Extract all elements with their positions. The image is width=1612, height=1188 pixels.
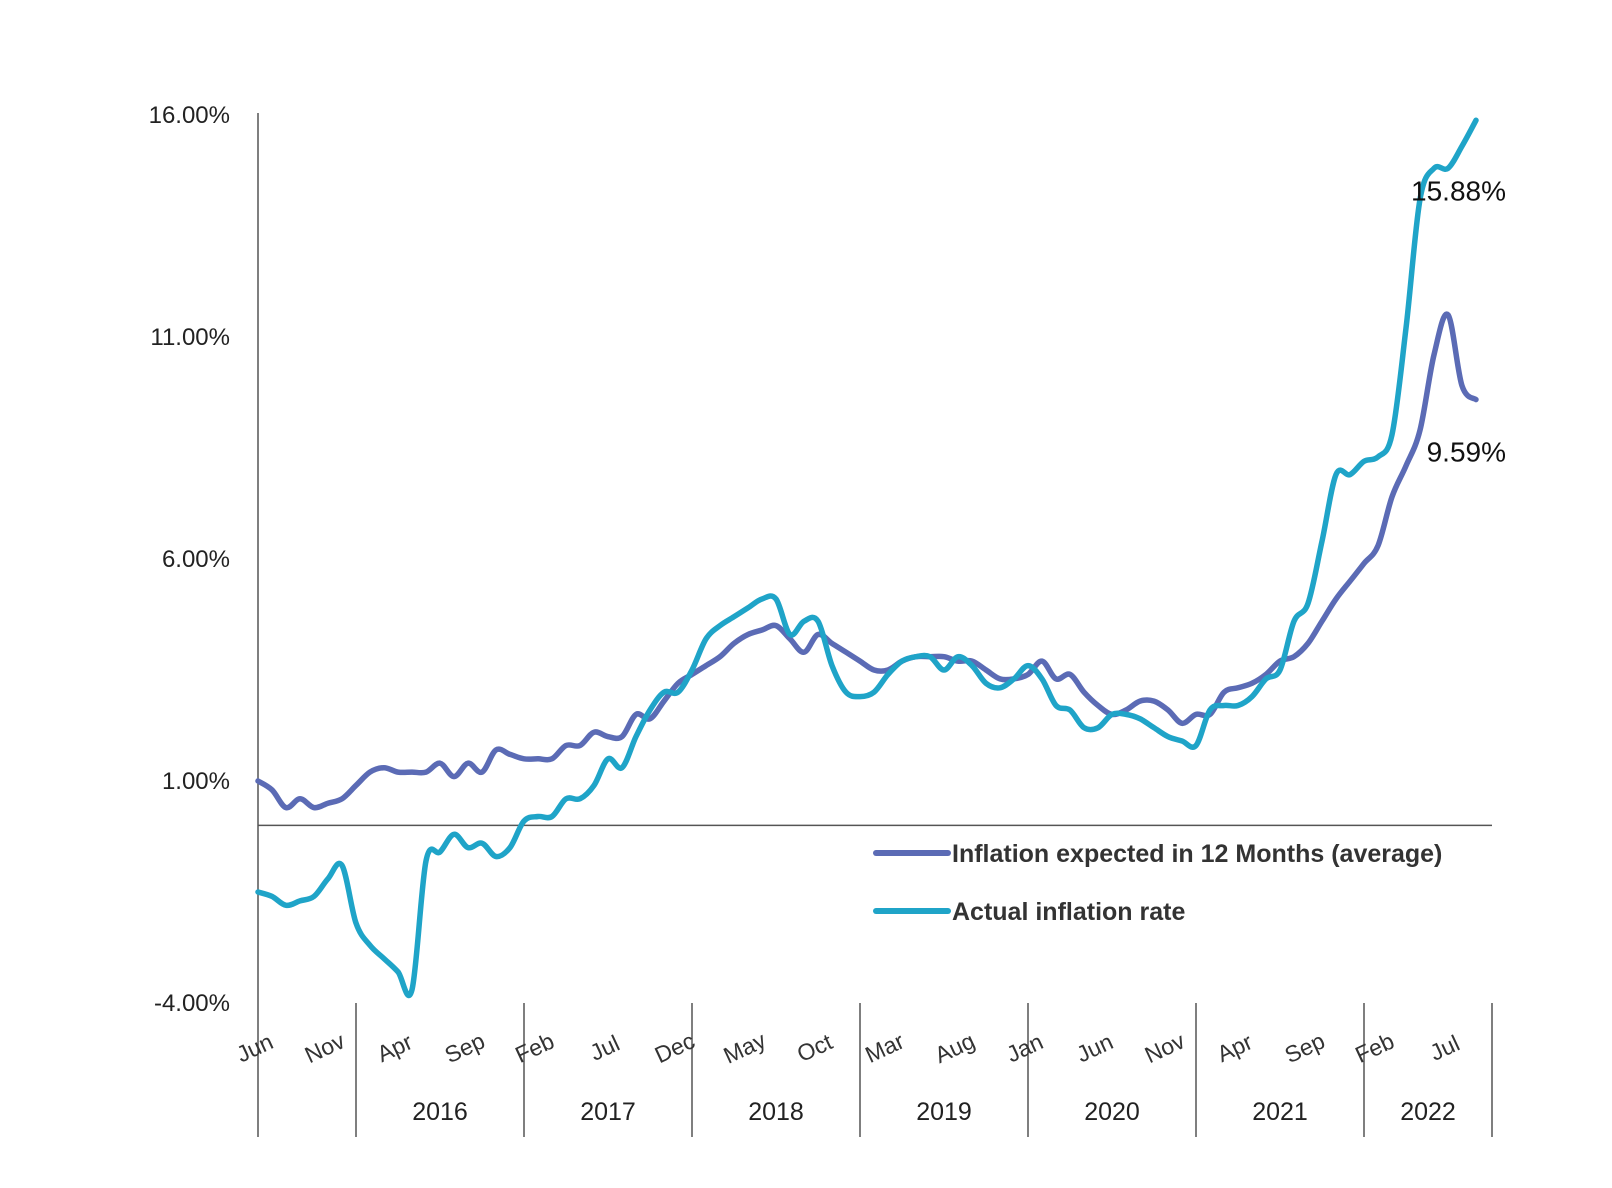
legend: Inflation expected in 12 Months (average… <box>873 840 1442 926</box>
x-tick-label: Jun <box>1072 1028 1117 1067</box>
series-line-expected-inflation <box>255 311 1479 811</box>
y-tick-label: 16.00% <box>149 102 230 129</box>
x-tick-label: Mar <box>861 1027 908 1067</box>
end-value-label: 9.59% <box>1427 437 1506 468</box>
series-line-actual-inflation <box>255 117 1479 999</box>
labels-layer: 9.59% 15.88% <box>1411 175 1506 467</box>
x-tick-label: May <box>719 1027 770 1069</box>
year-label: 2020 <box>1084 1098 1140 1126</box>
y-tick-label: 11.00% <box>150 324 230 351</box>
y-tick-label: 6.00% <box>162 546 230 573</box>
series-layer <box>255 117 1479 999</box>
legend-label: Inflation expected in 12 Months (average… <box>952 840 1442 868</box>
year-label: 2021 <box>1252 1098 1308 1126</box>
year-label: 2019 <box>916 1098 972 1126</box>
x-tick-label: Sep <box>441 1027 489 1068</box>
x-tick-label: Apr <box>1213 1028 1257 1067</box>
y-tick-label: 1.00% <box>162 768 230 795</box>
x-tick-label: Jul <box>1426 1030 1464 1066</box>
y-tick-label: -4.00% <box>154 990 230 1017</box>
x-tick-label: Nov <box>301 1027 350 1068</box>
end-value-label: 15.88% <box>1411 175 1506 206</box>
year-label: 2016 <box>412 1098 468 1126</box>
year-label: 2017 <box>580 1098 636 1126</box>
axes: 16.00% 11.00% 6.00% 1.00% -4.00% 2016 2017 2018… <box>149 102 1493 1137</box>
legend-label: Actual inflation rate <box>952 898 1185 926</box>
x-tick-label: Oct <box>793 1028 837 1067</box>
x-tick-label: Jun <box>232 1028 277 1067</box>
x-tick-label: Apr <box>373 1028 417 1067</box>
year-label: 2022 <box>1400 1098 1456 1126</box>
x-tick-label: Jul <box>586 1030 624 1066</box>
x-tick-label: Feb <box>1351 1028 1398 1068</box>
x-tick-label: Feb <box>511 1028 558 1068</box>
year-label: 2018 <box>748 1098 804 1126</box>
x-tick-label: Jan <box>1002 1028 1047 1067</box>
x-tick-label: Aug <box>931 1027 979 1068</box>
x-tick-label: Nov <box>1141 1027 1190 1068</box>
x-tick-label: Sep <box>1281 1027 1329 1068</box>
